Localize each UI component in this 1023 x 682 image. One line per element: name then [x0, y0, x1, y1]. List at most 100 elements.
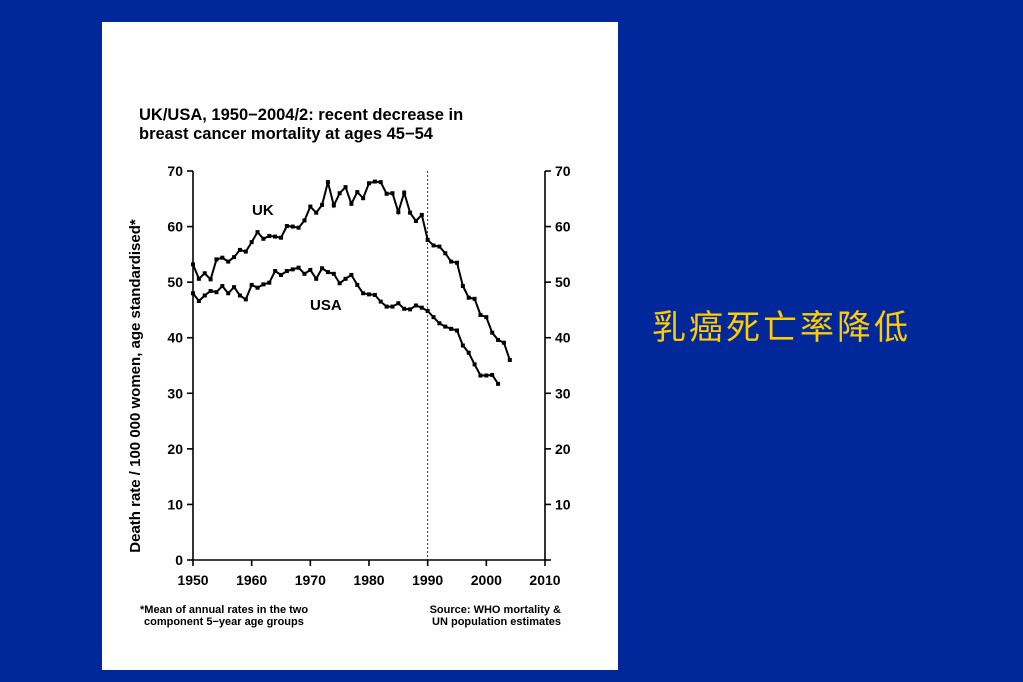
data-point-uk [460, 284, 465, 289]
y-tick-label-right: 10 [555, 496, 571, 512]
data-point-uk [279, 235, 283, 240]
data-point-usa [331, 271, 336, 276]
data-point-usa [455, 328, 459, 333]
data-point-usa [255, 285, 260, 290]
y-tick-label-left: 20 [167, 441, 183, 457]
data-point-usa [496, 381, 501, 386]
x-tick-label: 1960 [236, 572, 267, 588]
y-tick-label-left: 50 [167, 274, 183, 290]
data-point-uk [284, 224, 289, 229]
data-point-usa [460, 343, 465, 348]
data-point-usa [419, 305, 424, 310]
y-tick-label-left: 70 [167, 163, 183, 179]
data-point-uk [337, 191, 342, 196]
data-point-usa [284, 269, 289, 274]
data-point-usa [191, 291, 195, 296]
data-point-uk [261, 236, 266, 241]
y-tick-label-right: 30 [555, 385, 571, 401]
data-point-usa [367, 292, 371, 297]
data-point-uk [308, 204, 313, 209]
data-point-usa [320, 266, 325, 271]
data-point-uk [290, 224, 295, 229]
data-point-uk [449, 259, 454, 264]
data-point-usa [220, 284, 225, 289]
y-tick-label-left: 0 [175, 552, 183, 568]
x-tick-label: 1970 [295, 572, 326, 588]
y-tick-label-left: 60 [167, 219, 183, 235]
data-point-uk [484, 315, 489, 320]
y-tick-label-right: 60 [555, 219, 571, 235]
slide-caption: 乳癌死亡率降低 [652, 308, 911, 348]
y-tick-label-right: 20 [555, 441, 571, 457]
data-point-uk [408, 210, 413, 215]
data-point-uk [325, 180, 330, 185]
data-point-usa [273, 269, 278, 274]
data-point-uk [472, 296, 477, 301]
data-point-uk [419, 212, 424, 217]
x-tick-label: 2000 [471, 572, 502, 588]
data-point-usa [296, 265, 301, 270]
data-point-usa [484, 373, 489, 378]
data-point-usa [290, 267, 295, 272]
data-point-usa [302, 271, 307, 276]
data-point-usa [478, 373, 483, 378]
data-point-uk [466, 295, 471, 300]
footnote-left-line-1: *Mean of annual rates in the two [140, 604, 308, 616]
y-axis-label: Death rate / 100 000 women, age standard… [127, 219, 144, 553]
footnote-left-line-2: component 5−year age groups [144, 616, 304, 628]
data-point-uk [232, 255, 237, 260]
data-point-uk [237, 247, 242, 252]
data-point-usa [472, 362, 477, 367]
data-point-uk [320, 202, 325, 207]
data-point-uk [455, 260, 459, 265]
mortality-line-chart: UK/USA, 1950−2004/2: recent decrease in … [127, 106, 571, 628]
data-point-usa [267, 280, 272, 285]
data-point-uk [437, 244, 442, 249]
data-point-uk [314, 210, 319, 215]
data-point-usa [413, 303, 418, 308]
data-point-usa [249, 282, 254, 287]
y-tick-label-left: 30 [167, 385, 183, 401]
data-point-usa [243, 297, 248, 302]
data-point-uk [220, 255, 225, 260]
data-point-usa [202, 293, 207, 298]
chart-panel: UK/USA, 1950−2004/2: recent decrease in … [102, 22, 618, 670]
y-tick-label-left: 10 [167, 496, 183, 512]
data-point-uk [355, 190, 360, 195]
data-point-usa [449, 326, 454, 331]
data-point-usa [196, 299, 201, 304]
data-point-usa [443, 324, 448, 329]
data-point-usa [378, 299, 383, 304]
data-point-usa [396, 301, 401, 306]
data-point-uk [302, 218, 307, 223]
x-tick-label: 2010 [529, 572, 560, 588]
data-point-usa [355, 282, 360, 287]
data-point-uk [501, 340, 506, 345]
data-point-uk [202, 271, 207, 276]
data-point-usa [232, 285, 237, 290]
data-point-usa [308, 267, 313, 272]
data-point-uk [331, 203, 336, 208]
data-point-uk [425, 237, 430, 242]
data-point-uk [378, 180, 383, 185]
data-point-usa [425, 309, 430, 314]
data-point-uk [191, 262, 195, 267]
data-point-uk [196, 276, 201, 281]
data-point-uk [478, 312, 483, 317]
data-point-usa [279, 272, 283, 277]
axes: 0 10 10 20 20 30 30 40 40 50 50 60 60 70 70 1950 1960 197… [167, 163, 570, 588]
data-point-usa [437, 321, 442, 326]
data-point-uk [496, 337, 501, 342]
data-point-uk [361, 196, 366, 201]
data-point-usa [325, 270, 330, 275]
data-point-usa [431, 315, 436, 320]
data-point-usa [490, 372, 495, 377]
data-point-usa [390, 304, 395, 309]
y-tick-label-left: 40 [167, 330, 183, 346]
series-label-uk: UK [252, 202, 274, 219]
data-point-usa [261, 282, 266, 287]
chart-title-line-2: breast cancer mortality at ages 45−54 [139, 125, 434, 143]
series-label-usa: USA [310, 297, 342, 314]
chart-title-line-1: UK/USA, 1950−2004/2: recent decrease in [139, 106, 463, 124]
data-point-uk [390, 191, 395, 196]
